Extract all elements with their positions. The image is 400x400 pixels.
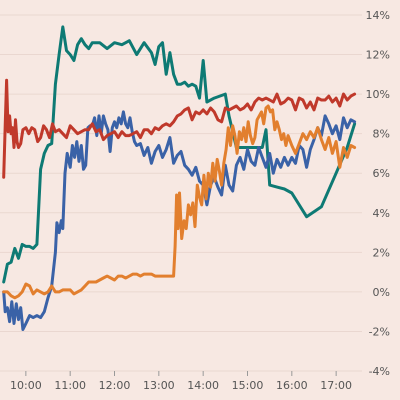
y-tick-label: 6% — [373, 167, 390, 180]
x-tick-label: 16:00 — [276, 379, 308, 392]
x-axis: 10:00 11:00 12:00 13:00 14:00 15:00 16:00 17:00 — [10, 371, 352, 392]
x-tick-label: 13:00 — [143, 379, 175, 392]
y-tick-label: 10% — [366, 88, 390, 101]
y-tick-label: 14% — [366, 9, 390, 22]
series-line-2 — [2, 110, 357, 331]
x-tick-label: 10:00 — [10, 379, 42, 392]
series-line-3 — [2, 104, 357, 300]
y-tick-label: 4% — [373, 207, 390, 220]
x-tick-label: 12:00 — [99, 379, 131, 392]
series-line-4 — [2, 78, 357, 179]
x-tick-label: 15:00 — [232, 379, 264, 392]
y-tick-label: -2% — [369, 325, 390, 338]
y-tick-label: 2% — [373, 246, 390, 259]
x-tick-label: 14:00 — [187, 379, 219, 392]
x-tick-label: 17:00 — [320, 379, 352, 392]
y-tick-label: -4% — [369, 365, 390, 378]
x-tick-label: 11:00 — [54, 379, 86, 392]
series-lines — [2, 25, 357, 331]
y-tick-label: 8% — [373, 128, 390, 141]
y-tick-label: 12% — [366, 49, 390, 62]
series-line-1 — [2, 25, 357, 284]
y-axis: 14% 12% 10% 8% 6% 4% 2% 0% -2% -4% — [366, 9, 390, 378]
y-tick-label: 0% — [373, 286, 390, 299]
